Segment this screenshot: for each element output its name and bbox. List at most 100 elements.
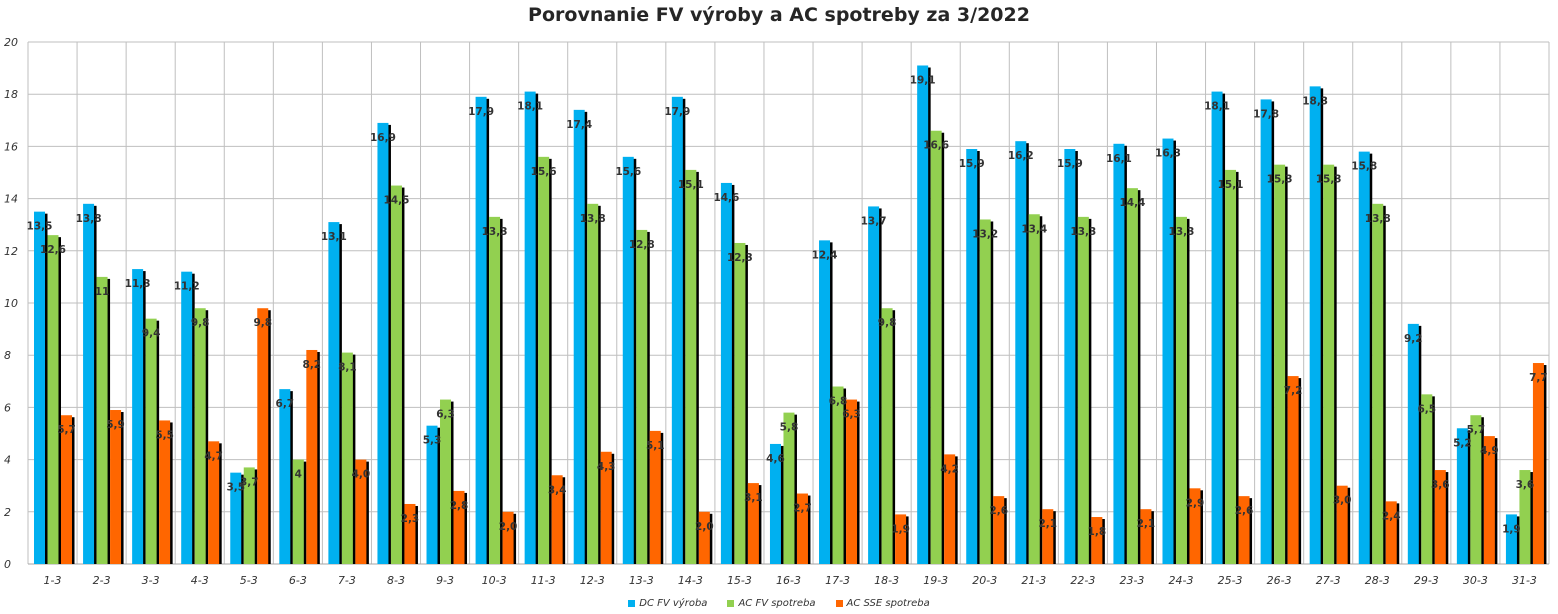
bar: [426, 425, 438, 564]
data-label: 11,3: [125, 278, 151, 290]
data-label: 2,6: [1235, 505, 1254, 517]
data-label: 18,1: [517, 101, 543, 113]
x-tick-label: 2-3: [93, 574, 111, 587]
bar: [1225, 169, 1237, 564]
data-label: 9,8: [191, 317, 210, 329]
bar: [600, 451, 612, 564]
data-label: 13,8: [1365, 213, 1391, 225]
bar: [895, 514, 907, 564]
bar: [489, 216, 501, 564]
x-tick-label: 7-3: [338, 574, 356, 587]
data-label: 8,1: [338, 362, 357, 374]
x-axis-ticks: 1-3 2-3 3-3 4-3 5-3 6-3 7-3 8-3 9-3 10-3 11-3 12-3 1…: [44, 574, 1537, 587]
bar: [524, 91, 536, 564]
bar: [769, 443, 781, 564]
data-label: 5,2: [1453, 437, 1472, 449]
bar: [328, 222, 340, 564]
data-label: 3,0: [1333, 495, 1352, 507]
bar: [1434, 470, 1446, 564]
bar: [846, 399, 858, 564]
data-label: 15,3: [1267, 174, 1293, 186]
x-tick-label: 27-3: [1316, 574, 1341, 587]
data-label: 7,2: [1284, 385, 1303, 397]
x-tick-label: 10-3: [482, 574, 507, 587]
bar: [355, 459, 367, 564]
bar: [796, 493, 808, 564]
y-tick-label: 4: [4, 454, 11, 467]
data-label: 3,6: [1516, 479, 1535, 491]
data-label: 15,8: [1351, 161, 1377, 173]
x-tick-label: 24-3: [1169, 574, 1194, 587]
data-label: 14,4: [1119, 197, 1145, 209]
data-label: 8,2: [303, 359, 322, 371]
legend-item-ac-fv-spotreba[interactable]: AC FV spotreba: [727, 598, 816, 609]
bar: [671, 96, 683, 564]
bar: [145, 318, 157, 564]
bar: [306, 349, 318, 564]
legend-label: DC FV výroba: [639, 598, 708, 609]
bar: [1175, 216, 1187, 564]
data-label: 19,1: [910, 74, 936, 86]
bar: [622, 156, 634, 564]
data-label: 5,1: [646, 440, 665, 452]
legend-item-ac-sse-spotreba[interactable]: AC SSE spotreba: [835, 598, 930, 609]
x-tick-label: 18-3: [874, 574, 899, 587]
legend-item-dc-fv-vyroba[interactable]: DC FV výroba: [628, 598, 707, 609]
bar: [1407, 323, 1419, 564]
bar: [181, 271, 193, 564]
bar: [944, 454, 956, 564]
y-tick-label: 0: [4, 558, 11, 571]
data-label: 15,9: [959, 158, 985, 170]
bar: [1456, 428, 1468, 564]
bar: [1211, 91, 1223, 564]
bar: [734, 242, 746, 564]
data-label: 6,8: [829, 396, 848, 408]
bar: [636, 229, 648, 565]
legend-swatch: [835, 600, 843, 607]
data-label: 2,3: [401, 513, 420, 525]
bar: [832, 386, 844, 564]
data-label: 4,7: [204, 450, 223, 462]
y-tick-label: 14: [4, 193, 18, 206]
data-label: 9,4: [142, 328, 161, 340]
y-tick-label: 6: [4, 401, 11, 414]
data-label: 12,3: [727, 252, 753, 264]
data-label: 1,9: [1502, 523, 1521, 535]
y-tick-label: 8: [4, 349, 11, 362]
bar: [159, 420, 171, 564]
data-label: 17,9: [664, 106, 690, 118]
x-tick-label: 26-3: [1267, 574, 1292, 587]
data-label: 16,6: [923, 140, 949, 152]
bar: [243, 467, 255, 564]
data-label: 13,4: [1021, 223, 1047, 235]
bar: [551, 475, 563, 564]
bar: [1421, 394, 1433, 564]
bar: [61, 415, 72, 564]
data-label: 15,1: [1218, 179, 1244, 191]
x-tick-label: 21-3: [1021, 574, 1046, 587]
bar: [783, 412, 795, 564]
data-label: 7,7: [1529, 372, 1548, 384]
bar: [208, 441, 220, 564]
bar: [132, 269, 144, 564]
y-tick-label: 12: [4, 245, 18, 258]
bar: [930, 130, 942, 565]
y-tick-label: 18: [4, 88, 18, 101]
bar: [1385, 501, 1397, 564]
data-label: 4: [295, 469, 302, 481]
data-label: 2,1: [1038, 518, 1057, 530]
bar: [1323, 164, 1335, 565]
data-label: 1,9: [891, 523, 910, 535]
x-tick-label: 3-3: [142, 574, 160, 587]
bar: [1483, 436, 1495, 564]
data-label: 13,1: [321, 231, 347, 243]
x-tick-label: 31-3: [1512, 574, 1537, 587]
bar: [1091, 517, 1103, 564]
data-label: 5,7: [1467, 424, 1486, 436]
bar: [1189, 488, 1201, 564]
data-label: 16,3: [1155, 148, 1181, 160]
x-tick-label: 16-3: [776, 574, 801, 587]
x-tick-label: 30-3: [1463, 574, 1488, 587]
bar: [47, 235, 59, 564]
bar: [96, 276, 108, 564]
